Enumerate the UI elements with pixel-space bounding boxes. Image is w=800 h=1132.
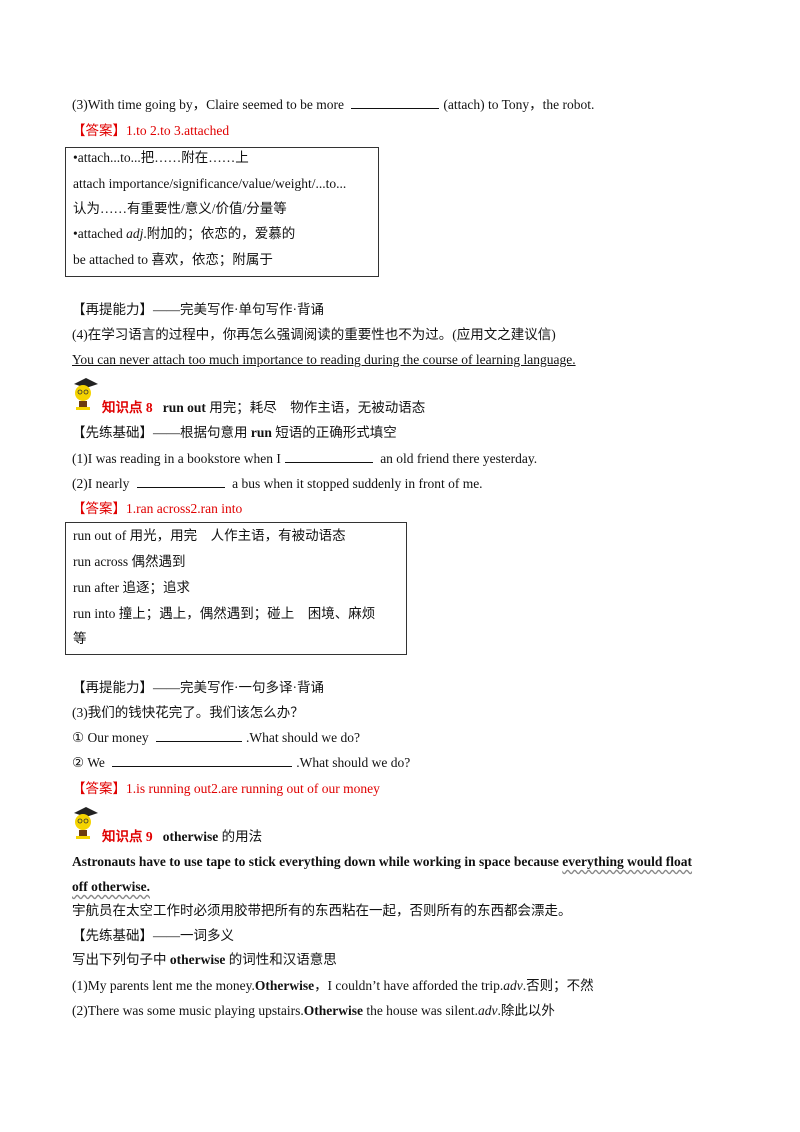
- question-4: (4)在学习语言的过程中，你再怎么强调阅读的重要性也不为过。(应用文之建议信): [72, 327, 556, 342]
- note-line: attach importance/significance/value/wei…: [73, 176, 347, 191]
- example-translation: 宇航员在太空工作时必须用胶带把所有的东西粘在一起，否则所有的东西都会漂走。: [72, 903, 572, 918]
- mascot-icon: [74, 378, 98, 410]
- answer-4: You can never attach too much importance…: [72, 352, 576, 367]
- example-1: (1)My parents lent me the money.Otherwis…: [72, 978, 594, 993]
- answer-line: 【答案】1.is running out2.are running out of…: [72, 781, 380, 796]
- note-line: run into 撞上；遇上，偶然遇到；碰上 困境、麻烦: [73, 606, 376, 621]
- practice-heading: 【先练基础】——根据句意用 run 短语的正确形式填空: [72, 425, 397, 440]
- question-1: (1)I was reading in a bookstore when I a…: [72, 450, 538, 466]
- option-1: ① Our money .What should we do?: [72, 729, 360, 745]
- question-2: (2)I nearly a bus when it stopped sudden…: [72, 475, 483, 491]
- note-line: •attach...to...把……附在……上: [73, 150, 249, 165]
- mascot-icon: [74, 807, 98, 839]
- answer-blank: [155, 729, 242, 742]
- practice-heading: 【先练基础】——一词多义: [72, 928, 234, 943]
- note-line: •attached adj.附加的；依恋的，爱慕的: [73, 226, 296, 241]
- answer-blank: [136, 475, 225, 488]
- note-line: 认为……有重要性/意义/价值/分量等: [73, 201, 287, 216]
- note-line: run after 追逐；追求: [73, 580, 190, 595]
- example-sentence-cont: off otherwise.: [72, 879, 150, 894]
- note-line: run out of 用光，用完 人作主语，有被动语态: [73, 528, 346, 543]
- instruction: 写出下列句子中 otherwise 的词性和汉语意思: [72, 952, 337, 967]
- question-3-translate: (3)我们的钱快花完了。我们该怎么办？: [72, 705, 304, 720]
- answer-blank: [284, 450, 373, 463]
- question-3: (3)With time going by，Claire seemed to b…: [72, 96, 595, 112]
- note-line: be attached to 喜欢，依恋；附属于: [73, 252, 273, 267]
- answer-blank: [112, 754, 293, 767]
- knowledge-point-8: 知识点 8 run out 用完；耗尽 物作主语，无被动语态: [102, 400, 426, 415]
- answer-blank: [351, 96, 440, 109]
- note-box-attach: •attach...to...把……附在……上 attach importanc…: [65, 147, 379, 277]
- note-line: 等: [73, 631, 87, 646]
- example-sentence: Astronauts have to use tape to stick eve…: [72, 854, 693, 869]
- note-line: run across 偶然遇到: [73, 554, 186, 569]
- option-2: ② We .What should we do?: [72, 754, 411, 770]
- section-heading: 【再提能力】——完美写作·一句多译·背诵: [72, 680, 324, 695]
- section-heading: 【再提能力】——完美写作·单句写作·背诵: [72, 302, 324, 317]
- note-box-run: run out of 用光，用完 人作主语，有被动语态 run across 偶…: [65, 522, 407, 655]
- knowledge-point-9: 知识点 9 otherwise 的用法: [102, 829, 263, 844]
- example-2: (2)There was some music playing upstairs…: [72, 1003, 555, 1018]
- answer-line: 【答案】1.to 2.to 3.attached: [72, 123, 230, 138]
- answer-line: 【答案】1.ran across2.ran into: [72, 501, 243, 516]
